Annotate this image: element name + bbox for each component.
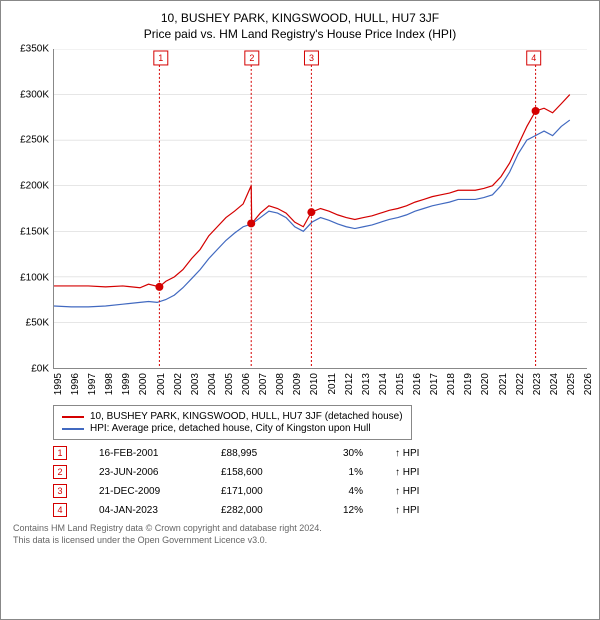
table-hpi-indicator: ↑ HPI [395, 448, 419, 459]
legend-item: 10, BUSHEY PARK, KINGSWOOD, HULL, HU7 3J… [62, 411, 403, 422]
table-price: £171,000 [221, 486, 291, 497]
x-tick-label: 1996 [70, 373, 81, 395]
x-tick-label: 2025 [566, 373, 577, 395]
table-date: 04-JAN-2023 [99, 505, 189, 516]
chart-title: 10, BUSHEY PARK, KINGSWOOD, HULL, HU7 3J… [13, 11, 587, 25]
table-price: £282,000 [221, 505, 291, 516]
x-tick-label: 2001 [156, 373, 167, 395]
y-tick-label: £300K [20, 89, 49, 100]
x-tick-label: 2002 [173, 373, 184, 395]
legend-swatch [62, 416, 84, 418]
table-flag: 4 [53, 503, 67, 517]
table-pct: 4% [323, 486, 363, 497]
table-flag: 1 [53, 446, 67, 460]
x-tick-label: 2008 [275, 373, 286, 395]
x-tick-label: 2010 [309, 373, 320, 395]
x-tick-label: 2013 [361, 373, 372, 395]
marker-dot [307, 208, 315, 216]
table-row: 2 23-JUN-2006 £158,600 1% ↑ HPI [53, 465, 587, 479]
x-tick-label: 2005 [224, 373, 235, 395]
legend-swatch [62, 428, 84, 430]
x-tick-label: 2022 [515, 373, 526, 395]
x-tick-label: 1998 [104, 373, 115, 395]
chart-subtitle: Price paid vs. HM Land Registry's House … [13, 27, 587, 41]
chart-container: 10, BUSHEY PARK, KINGSWOOD, HULL, HU7 3J… [0, 0, 600, 620]
table-hpi-indicator: ↑ HPI [395, 467, 419, 478]
legend: 10, BUSHEY PARK, KINGSWOOD, HULL, HU7 3J… [53, 405, 412, 440]
y-tick-label: £250K [20, 135, 49, 146]
x-tick-label: 2026 [583, 373, 594, 395]
x-tick-label: 2020 [480, 373, 491, 395]
plot-region: 1234 [53, 49, 587, 369]
table-price: £158,600 [221, 467, 291, 478]
y-tick-label: £0K [31, 364, 49, 375]
y-tick-label: £150K [20, 226, 49, 237]
x-tick-label: 2003 [190, 373, 201, 395]
x-tick-label: 2019 [463, 373, 474, 395]
x-tick-label: 1999 [121, 373, 132, 395]
legend-item: HPI: Average price, detached house, City… [62, 423, 403, 434]
x-tick-label: 2015 [395, 373, 406, 395]
x-tick-label: 2018 [446, 373, 457, 395]
table-flag: 3 [53, 484, 67, 498]
x-tick-label: 2009 [292, 373, 303, 395]
y-tick-label: £100K [20, 272, 49, 283]
table-price: £88,995 [221, 448, 291, 459]
table-date: 21-DEC-2009 [99, 486, 189, 497]
x-tick-label: 2012 [344, 373, 355, 395]
footer-attribution: Contains HM Land Registry data © Crown c… [13, 523, 587, 546]
x-tick-label: 1997 [87, 373, 98, 395]
x-tick-label: 2007 [258, 373, 269, 395]
marker-dot [247, 219, 255, 227]
table-flag: 2 [53, 465, 67, 479]
x-tick-label: 2000 [138, 373, 149, 395]
table-pct: 1% [323, 467, 363, 478]
marker-dot [532, 107, 540, 115]
legend-label: HPI: Average price, detached house, City… [90, 423, 371, 434]
footer-line: Contains HM Land Registry data © Crown c… [13, 523, 587, 535]
series-property [54, 95, 570, 288]
x-axis: 1995 1996 1997 1998 1999 2000 2001 2002 2003 2004… [53, 369, 587, 399]
y-tick-label: £50K [26, 318, 49, 329]
chart-area: £0K£50K£100K£150K£200K£250K£300K£350K 12… [13, 49, 587, 399]
marker-table: 1 16-FEB-2001 £88,995 30% ↑ HPI 2 23-JUN-2006 £… [53, 446, 587, 517]
x-tick-label: 2021 [498, 373, 509, 395]
marker-dot [155, 283, 163, 291]
table-date: 23-JUN-2006 [99, 467, 189, 478]
x-tick-label: 2016 [412, 373, 423, 395]
table-row: 4 04-JAN-2023 £282,000 12% ↑ HPI [53, 503, 587, 517]
x-tick-label: 2014 [378, 373, 389, 395]
y-tick-label: £350K [20, 44, 49, 55]
x-tick-label: 2023 [532, 373, 543, 395]
x-tick-label: 2006 [241, 373, 252, 395]
x-tick-label: 2004 [207, 373, 218, 395]
x-tick-label: 2024 [549, 373, 560, 395]
y-tick-label: £200K [20, 181, 49, 192]
table-row: 1 16-FEB-2001 £88,995 30% ↑ HPI [53, 446, 587, 460]
table-date: 16-FEB-2001 [99, 448, 189, 459]
table-hpi-indicator: ↑ HPI [395, 505, 419, 516]
legend-label: 10, BUSHEY PARK, KINGSWOOD, HULL, HU7 3J… [90, 411, 403, 422]
x-tick-label: 2011 [327, 373, 338, 395]
x-tick-label: 1995 [53, 373, 64, 395]
table-pct: 30% [323, 448, 363, 459]
y-axis: £0K£50K£100K£150K£200K£250K£300K£350K [13, 49, 53, 369]
footer-line: This data is licensed under the Open Gov… [13, 535, 587, 547]
table-row: 3 21-DEC-2009 £171,000 4% ↑ HPI [53, 484, 587, 498]
table-pct: 12% [323, 505, 363, 516]
table-hpi-indicator: ↑ HPI [395, 486, 419, 497]
x-tick-label: 2017 [429, 373, 440, 395]
